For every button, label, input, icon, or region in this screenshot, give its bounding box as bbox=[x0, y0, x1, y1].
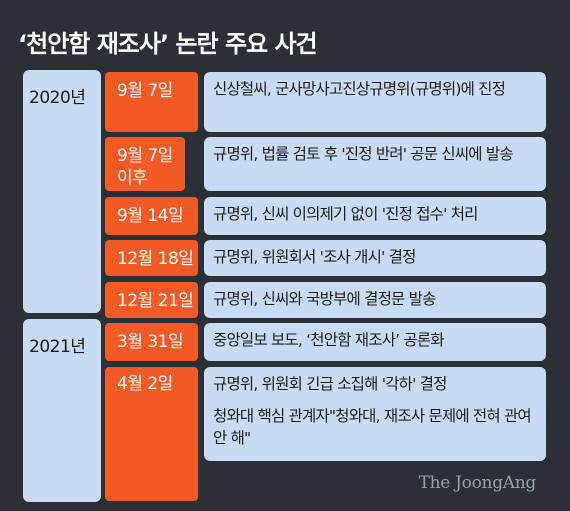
date-cell: 9월 7일 이후 bbox=[105, 137, 185, 191]
event-cell: 신상철씨, 군사망사고진상규명위(규명위)에 진정 bbox=[204, 72, 546, 132]
infographic-title: ‘천안함 재조사’ 논란 주요 사건 bbox=[18, 30, 318, 58]
date-cell: 9월 14일 bbox=[105, 197, 198, 235]
year-2021-panel: 2021년 bbox=[23, 319, 101, 502]
event-cell: 규명위, 신씨와 국방부에 결정문 발송 bbox=[204, 282, 546, 318]
event-cell: 규명위, 위원회 긴급 소집해 '각하' 결정 청와대 핵심 관계자"청와대, … bbox=[204, 367, 546, 461]
extra-note: 청와대 핵심 관계자"청와대, 재조사 문제에 전혀 관여 안 해" bbox=[213, 407, 532, 447]
event-text: 규명위, 위원회 긴급 소집해 '각하' 결정 bbox=[213, 375, 447, 393]
date-cell: 12월 21일 bbox=[105, 282, 198, 318]
publisher-credit: The JoongAng bbox=[418, 473, 537, 493]
year-2020-panel: 2020년 bbox=[23, 70, 101, 313]
year-2021-label: 2021년 bbox=[29, 337, 86, 357]
event-cell: 중앙일보 보도, ‘천안함 재조사’ 공론화 bbox=[204, 323, 546, 361]
event-cell: 규명위, 위원회서 '조사 개시' 결정 bbox=[204, 240, 546, 276]
year-2020-label: 2020년 bbox=[29, 88, 86, 108]
date-cell: 4월 2일 bbox=[105, 367, 198, 501]
date-cell: 3월 31일 bbox=[105, 323, 198, 361]
event-cell: 규명위, 법률 검토 후 '진정 반려' 공문 신씨에 발송 bbox=[204, 137, 546, 191]
event-cell: 규명위, 신씨 이의제기 없이 '진정 접수' 처리 bbox=[204, 197, 546, 235]
date-cell: 9월 7일 bbox=[105, 72, 198, 132]
date-cell: 12월 18일 bbox=[105, 240, 198, 276]
